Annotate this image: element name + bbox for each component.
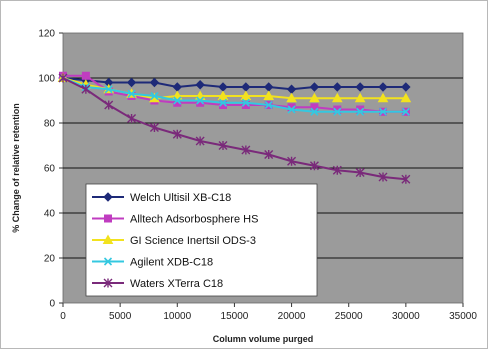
data-point [356, 105, 365, 114]
series [58, 73, 411, 184]
data-point [264, 150, 274, 159]
y-tick-label: 100 [38, 74, 55, 85]
data-point [126, 77, 137, 88]
legend-item: GI Science Inertsil ODS-3 [92, 234, 256, 247]
data-point [240, 90, 252, 100]
legend-label: Waters XTerra C18 [130, 278, 223, 290]
legend-label: GI Science Inertsil ODS-3 [130, 235, 256, 247]
data-point [195, 136, 205, 146]
data-point [309, 92, 320, 103]
data-point [104, 100, 114, 110]
data-point [287, 156, 297, 166]
data-point [150, 91, 159, 101]
data-point [356, 107, 365, 116]
y-tick-label: 60 [44, 164, 56, 175]
data-point [331, 92, 343, 103]
y-tick-label: 80 [44, 119, 56, 130]
data-point [401, 82, 411, 92]
data-point [263, 90, 275, 100]
data-point [127, 89, 136, 98]
legend-marker [104, 214, 112, 223]
x-tick-label: 30000 [392, 311, 420, 322]
x-tick-label: 0 [60, 311, 66, 322]
data-point [241, 101, 250, 109]
axes: 0 20 40 60 80 100 120 0 5000 10000 15000 20000 25000… [38, 29, 477, 323]
legend-marker [102, 234, 114, 244]
line-chart: 0 20 40 60 80 100 120 0 5000 10000 15000 20000 25000… [11, 29, 477, 345]
y-axis-title: % Change of relative retention [11, 103, 21, 233]
data-point [332, 82, 342, 92]
data-point [218, 98, 228, 107]
data-point [286, 92, 297, 103]
data-point [401, 174, 411, 184]
legend-box [85, 183, 318, 297]
legend: Welch Ultisil XB-C18 Alltech Adsorbospher… [85, 183, 318, 297]
data-point [401, 107, 410, 116]
legend-item: Agilent XDB-C18 [92, 257, 213, 269]
series-line [63, 74, 406, 113]
x-tick-label: 20000 [278, 311, 306, 322]
legend-label: Agilent XDB-C18 [130, 257, 213, 269]
data-point [354, 92, 366, 103]
data-point [355, 168, 365, 177]
data-point [104, 85, 113, 94]
data-point [58, 73, 68, 83]
data-point [173, 96, 182, 105]
data-point [309, 82, 320, 92]
data-point [196, 96, 205, 105]
data-point [332, 165, 342, 175]
data-point [400, 92, 412, 103]
legend-item: Waters XTerra C18 [92, 278, 223, 290]
series-line [62, 77, 406, 91]
legend-item: Alltech Adsorbosphere HS [92, 214, 258, 226]
x-tick-label: 35000 [449, 311, 477, 322]
data-point [264, 100, 273, 110]
y-tick-label: 20 [44, 254, 56, 265]
data-point [127, 114, 137, 123]
data-point [287, 103, 296, 112]
y-tick-label: 120 [38, 29, 55, 40]
data-point [333, 107, 342, 116]
data-point [172, 129, 182, 139]
legend-item: Welch Ultisil XB-C18 [92, 192, 231, 204]
x-axis-title: Column volume purged [213, 334, 314, 344]
series-line [62, 77, 406, 113]
data-point [219, 101, 227, 109]
data-point [355, 82, 365, 92]
data-point [81, 84, 91, 94]
data-point [217, 90, 229, 100]
data-point [309, 161, 319, 171]
data-point [195, 80, 205, 90]
series [58, 73, 410, 116]
data-series [57, 71, 412, 184]
x-tick-label: 25000 [335, 311, 363, 322]
data-point [287, 105, 296, 114]
legend-label: Alltech Adsorbosphere HS [130, 214, 258, 226]
y-tick-label: 0 [49, 299, 55, 310]
legend-marker [103, 192, 113, 202]
data-point [378, 107, 388, 116]
legend-label: Welch Ultisil XB-C18 [130, 192, 231, 204]
data-point [241, 98, 250, 107]
data-point [377, 92, 389, 103]
data-point [81, 71, 90, 80]
x-tick-label: 10000 [163, 311, 191, 322]
data-point [333, 105, 342, 114]
data-point [149, 123, 159, 132]
series-line [62, 77, 406, 181]
x-tick-label: 15000 [221, 311, 249, 322]
data-point [378, 82, 388, 92]
data-point [310, 107, 319, 116]
data-point [218, 141, 228, 150]
data-point [378, 172, 388, 182]
data-point [149, 77, 160, 88]
data-point [241, 145, 251, 155]
legend-marker [103, 278, 113, 288]
legend-marker [103, 257, 113, 266]
y-tick-label: 40 [44, 209, 56, 220]
x-tick-label: 5000 [109, 311, 132, 322]
